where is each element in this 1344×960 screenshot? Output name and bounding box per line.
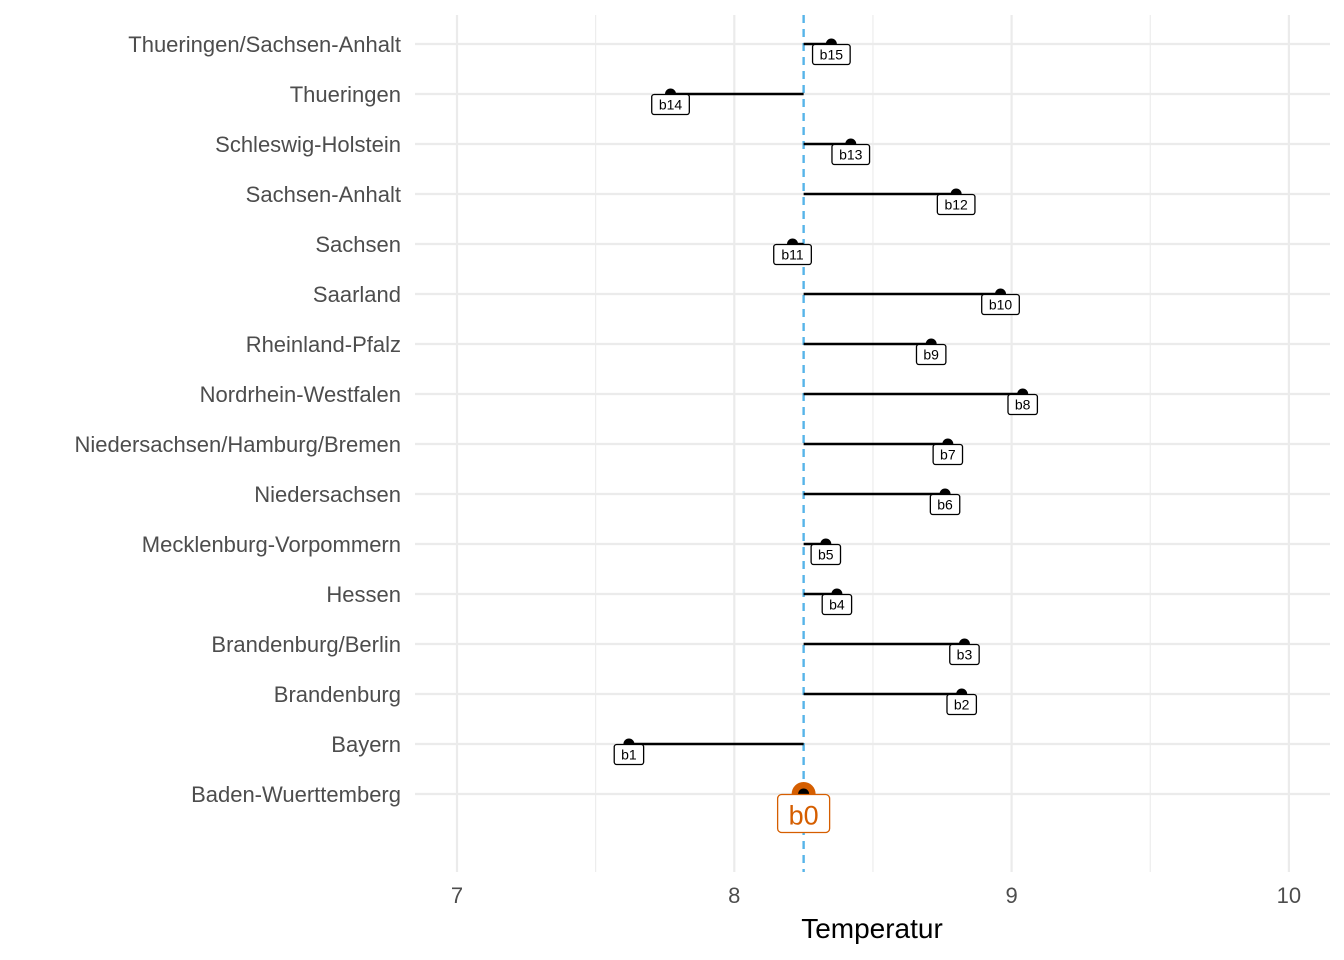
data-label-box	[831, 143, 871, 166]
x-tick-label: 10	[1277, 883, 1301, 908]
data-marks: b0 b1 b2 b3 b4 b5 b6 b7 b8 b9 b10 b11 b12 b13 b14 b15	[613, 38, 1039, 834]
data-label: b2	[954, 697, 970, 713]
data-label-box	[915, 343, 947, 366]
data-label-box	[613, 743, 645, 766]
category-label: Hessen	[326, 582, 401, 607]
category-label: Sachsen-Anhalt	[246, 182, 401, 207]
category-label: Nordrhein-Westfalen	[200, 382, 401, 407]
data-label: b9	[923, 347, 939, 363]
data-label-box	[929, 493, 961, 516]
category-label: Baden-Wuerttemberg	[191, 782, 401, 807]
data-label-box	[949, 643, 980, 666]
data-label: b14	[659, 97, 683, 113]
category-label: Niedersachsen	[254, 482, 401, 507]
category-label: Brandenburg	[274, 682, 401, 707]
category-label: Mecklenburg-Vorpommern	[142, 532, 401, 557]
data-label: b1	[621, 747, 637, 763]
data-label-box	[1007, 393, 1039, 416]
x-axis-title: Temperatur	[801, 913, 943, 944]
category-label: Thueringen/Sachsen-Anhalt	[128, 32, 401, 57]
baseline-label: b0	[789, 801, 819, 831]
data-label: b13	[839, 147, 863, 163]
data-label-box	[821, 593, 853, 616]
data-label-box	[936, 193, 976, 216]
category-label: Niedersachsen/Hamburg/Bremen	[75, 432, 402, 457]
category-label: Thueringen	[290, 82, 401, 107]
data-label: b15	[820, 47, 844, 63]
category-label: Rheinland-Pfalz	[246, 332, 401, 357]
x-tick-label: 7	[451, 883, 463, 908]
data-label-box	[981, 293, 1020, 316]
data-label: b10	[989, 297, 1013, 313]
data-label-box	[773, 243, 812, 266]
data-label-box	[811, 43, 851, 66]
data-label: b3	[957, 647, 973, 663]
data-label: b11	[781, 247, 804, 263]
category-axis-labels: Baden-Wuerttemberg Bayern Brandenburg Brand…	[75, 32, 402, 807]
data-label-box	[932, 443, 964, 466]
category-label: Schleswig-Holstein	[215, 132, 401, 157]
data-label-box	[651, 93, 690, 116]
category-label: Brandenburg/Berlin	[211, 632, 401, 657]
data-label: b8	[1015, 397, 1031, 413]
x-axis-tick-labels: 7 8 9 10	[451, 883, 1301, 908]
category-label: Saarland	[313, 282, 401, 307]
category-label: Sachsen	[315, 232, 401, 257]
data-label: b4	[829, 597, 845, 613]
baseline-label-box	[776, 793, 831, 834]
data-label-box	[946, 693, 978, 716]
x-tick-label: 8	[728, 883, 740, 908]
data-label: b7	[940, 447, 956, 463]
data-label-box	[810, 543, 842, 566]
data-label: b12	[944, 197, 968, 213]
data-label: b6	[937, 497, 953, 513]
data-label: b5	[818, 547, 834, 563]
category-label: Bayern	[331, 732, 401, 757]
x-tick-label: 9	[1005, 883, 1017, 908]
